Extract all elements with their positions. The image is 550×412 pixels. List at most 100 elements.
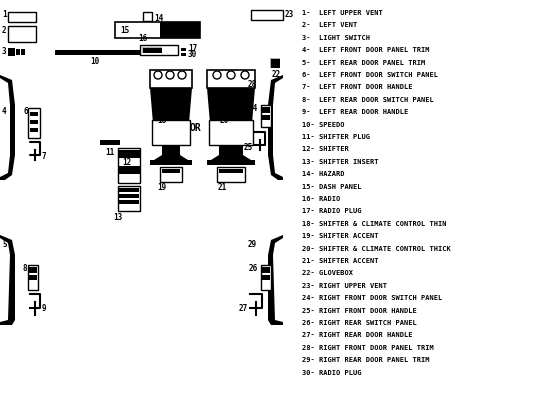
Bar — [118, 148, 140, 183]
Text: 20: 20 — [219, 115, 229, 124]
Text: 23: 23 — [285, 9, 294, 19]
Text: 5: 5 — [2, 240, 7, 249]
Text: 15: 15 — [120, 26, 130, 35]
Bar — [209, 120, 253, 145]
Bar — [262, 267, 270, 273]
Text: 19: 19 — [157, 183, 167, 192]
Text: 2: 2 — [2, 26, 7, 35]
Bar — [150, 70, 192, 88]
Bar — [262, 107, 270, 113]
Bar — [209, 120, 253, 145]
Text: 1-  LEFT UPPER VENT: 1- LEFT UPPER VENT — [302, 10, 383, 16]
Text: 24- RIGHT FRONT DOOR SWITCH PANEL: 24- RIGHT FRONT DOOR SWITCH PANEL — [302, 295, 442, 301]
Text: 30: 30 — [188, 49, 197, 59]
Text: 16: 16 — [138, 34, 147, 43]
Text: 18: 18 — [157, 115, 167, 124]
PathPatch shape — [0, 75, 15, 180]
Bar — [152, 120, 190, 145]
Text: 4: 4 — [2, 107, 7, 116]
Text: 28- RIGHT FRONT DOOR PANEL TRIM: 28- RIGHT FRONT DOOR PANEL TRIM — [302, 345, 434, 351]
Bar — [119, 188, 139, 192]
Bar — [140, 45, 178, 55]
Bar — [152, 120, 190, 145]
Bar — [118, 186, 140, 211]
Text: 21- SHIFTER ACCENT: 21- SHIFTER ACCENT — [302, 258, 378, 264]
Text: 13: 13 — [113, 213, 123, 222]
Bar — [8, 48, 15, 56]
Text: 29- RIGHT REAR DOOR PANEL TRIM: 29- RIGHT REAR DOOR PANEL TRIM — [302, 357, 430, 363]
Text: 22: 22 — [272, 70, 281, 79]
Bar — [8, 12, 36, 22]
Text: 13- SHIFTER INSERT: 13- SHIFTER INSERT — [302, 159, 378, 165]
Text: 11: 11 — [105, 148, 114, 157]
Bar — [118, 150, 140, 158]
Text: 15- DASH PANEL: 15- DASH PANEL — [302, 184, 361, 190]
Text: 22- GLOVEBOX: 22- GLOVEBOX — [302, 270, 353, 276]
Bar — [119, 194, 139, 198]
Text: 27- RIGHT REAR DOOR HANDLE: 27- RIGHT REAR DOOR HANDLE — [302, 332, 412, 338]
Bar — [217, 167, 245, 182]
Text: 9: 9 — [42, 304, 47, 313]
Bar — [143, 12, 152, 21]
Bar — [16, 49, 20, 55]
Bar — [142, 47, 162, 53]
Bar — [29, 275, 37, 280]
Bar — [162, 169, 180, 173]
Text: 3: 3 — [2, 47, 7, 56]
PathPatch shape — [207, 88, 255, 165]
Text: 21: 21 — [217, 183, 227, 192]
Bar — [8, 26, 36, 42]
Bar — [55, 50, 170, 55]
Bar — [251, 10, 283, 20]
Bar — [181, 48, 186, 51]
Bar — [119, 200, 139, 204]
Text: 20- SHIFTER & CLIMATE CONTROL THICK: 20- SHIFTER & CLIMATE CONTROL THICK — [302, 246, 451, 252]
Bar — [142, 47, 162, 53]
Text: 25- RIGHT FRONT DOOR HANDLE: 25- RIGHT FRONT DOOR HANDLE — [302, 308, 417, 314]
Text: 17: 17 — [188, 44, 197, 52]
Bar — [160, 167, 182, 182]
Text: 18- SHIFTER & CLIMATE CONTROL THIN: 18- SHIFTER & CLIMATE CONTROL THIN — [302, 221, 447, 227]
Bar — [270, 58, 280, 68]
Text: 14- HAZARD: 14- HAZARD — [302, 171, 344, 177]
Bar — [115, 22, 200, 38]
Text: 8: 8 — [23, 264, 27, 273]
Bar — [28, 265, 38, 290]
PathPatch shape — [268, 235, 283, 325]
Bar — [262, 275, 270, 280]
Bar — [261, 265, 271, 290]
Text: 6: 6 — [23, 107, 28, 116]
Bar — [270, 58, 280, 68]
Text: 17- RADIO PLUG: 17- RADIO PLUG — [302, 208, 361, 214]
Text: 8-  LEFT REAR DOOR SWITCH PANEL: 8- LEFT REAR DOOR SWITCH PANEL — [302, 97, 434, 103]
Text: 26: 26 — [249, 264, 258, 273]
Bar — [261, 105, 271, 127]
Bar — [28, 108, 40, 138]
PathPatch shape — [268, 75, 283, 180]
Bar — [160, 22, 200, 38]
Bar — [30, 128, 38, 132]
Text: 2-  LEFT VENT: 2- LEFT VENT — [302, 22, 358, 28]
Text: 23- RIGHT UPPER VENT: 23- RIGHT UPPER VENT — [302, 283, 387, 289]
PathPatch shape — [150, 88, 192, 165]
Text: 11- SHIFTER PLUG: 11- SHIFTER PLUG — [302, 134, 370, 140]
PathPatch shape — [0, 235, 15, 325]
Bar — [30, 120, 38, 124]
Text: 7-  LEFT FRONT DOOR HANDLE: 7- LEFT FRONT DOOR HANDLE — [302, 84, 412, 90]
Bar — [30, 112, 38, 116]
Text: 10: 10 — [90, 57, 100, 66]
Text: 25: 25 — [244, 143, 253, 152]
Bar — [207, 70, 255, 88]
Text: 10- SPEEDO: 10- SPEEDO — [302, 122, 344, 128]
Text: 27: 27 — [239, 304, 248, 313]
Text: 12: 12 — [122, 157, 131, 166]
Bar — [100, 140, 120, 145]
Text: 29: 29 — [248, 240, 257, 249]
Text: 1: 1 — [2, 9, 7, 19]
Text: 4-  LEFT FRONT DOOR PANEL TRIM: 4- LEFT FRONT DOOR PANEL TRIM — [302, 47, 430, 53]
Text: 7: 7 — [42, 152, 47, 161]
Text: 9-  LEFT REAR DOOR HANDLE: 9- LEFT REAR DOOR HANDLE — [302, 109, 408, 115]
Text: 24: 24 — [249, 104, 258, 113]
Text: 3-  LIGHT SWITCH: 3- LIGHT SWITCH — [302, 35, 370, 41]
Text: 28: 28 — [248, 80, 257, 89]
